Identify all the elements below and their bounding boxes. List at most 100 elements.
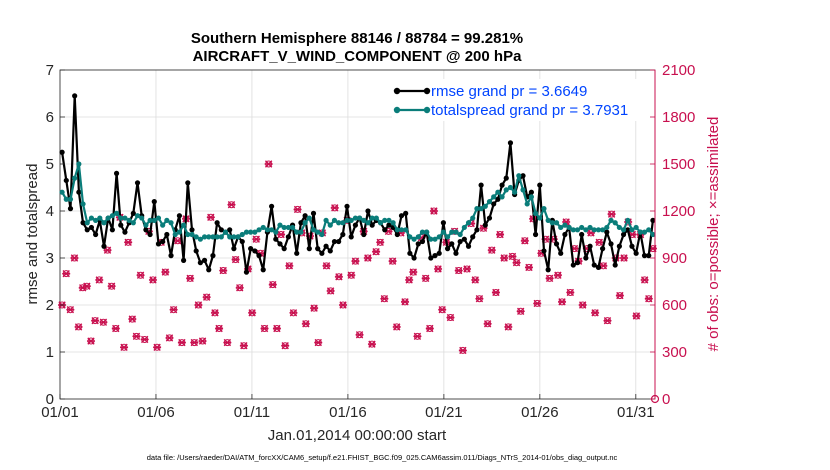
totalspread-point	[549, 220, 555, 226]
rmse-point	[532, 231, 539, 238]
totalspread-point	[424, 229, 430, 235]
rmse-point	[436, 250, 442, 256]
rmse-point	[394, 231, 400, 238]
totalspread-point	[361, 217, 367, 223]
series-layer	[58, 93, 660, 404]
rmse-point	[499, 182, 505, 188]
obs-assimilated-marker	[347, 271, 356, 279]
rmse-point	[520, 173, 526, 179]
rmse-point	[570, 262, 576, 268]
obs-assimilated-marker	[136, 271, 145, 279]
totalspread-point	[499, 194, 505, 200]
obs-assimilated-marker	[458, 346, 467, 355]
totalspread-point	[260, 224, 266, 231]
rmse-point	[440, 220, 446, 226]
x-tick-label: 01/16	[329, 404, 367, 421]
y-tick-label-right: 1500	[662, 156, 695, 173]
rmse-point	[344, 203, 350, 209]
obs-assimilated-marker	[376, 238, 385, 247]
obs-assimilated-marker	[421, 274, 430, 283]
rmse-point	[298, 220, 304, 226]
rmse-point	[415, 241, 421, 247]
totalspread-point	[520, 187, 526, 193]
rmse-point	[616, 243, 622, 249]
totalspread-point	[76, 161, 82, 167]
rmse-point	[281, 246, 287, 252]
rmse-point	[243, 269, 250, 275]
totalspread-point	[93, 217, 99, 223]
totalspread-point	[545, 217, 551, 223]
totalspread-point	[457, 231, 463, 238]
totalspread-point	[105, 215, 111, 221]
totalspread-point	[449, 229, 455, 235]
obs-assimilated-marker	[111, 324, 120, 333]
rmse-point	[604, 229, 610, 235]
totalspread-point	[436, 234, 442, 240]
totalspread-point	[327, 222, 333, 228]
obs-assimilated-marker	[372, 248, 381, 256]
rmse-point	[88, 224, 95, 231]
totalspread-point	[285, 224, 291, 231]
totalspread-point	[491, 194, 497, 200]
obs-assimilated-marker	[62, 269, 71, 278]
rmse-point	[248, 246, 254, 252]
obs-assimilated-marker	[363, 254, 372, 262]
totalspread-point	[377, 220, 384, 226]
chart-title: Southern Hemisphere 88146 / 88784 = 99.2…	[191, 30, 523, 47]
obs-assimilated-marker	[210, 309, 219, 317]
rmse-point	[181, 257, 187, 263]
totalspread-point	[277, 222, 283, 228]
totalspread-point	[340, 220, 346, 226]
totalspread-point	[503, 187, 509, 193]
totalspread-point	[507, 184, 514, 191]
x-axis-label: Jan.01,2014 00:00:00 start	[268, 427, 447, 444]
obs-assimilated-marker	[169, 306, 178, 314]
rmse-point	[503, 175, 509, 181]
y-tick-label-right: 1800	[662, 109, 695, 126]
obs-assimilated-marker	[277, 230, 286, 239]
totalspread-point	[495, 189, 501, 195]
totalspread-point	[415, 234, 421, 240]
rmse-point	[302, 213, 308, 219]
obs-assimilated-marker	[603, 316, 612, 325]
rmse-point	[646, 253, 652, 259]
rmse-point	[256, 253, 262, 259]
totalspread-point	[109, 213, 115, 219]
totalspread-point	[474, 206, 480, 212]
obs-assimilated-marker	[153, 343, 162, 351]
totalspread-point	[646, 227, 652, 233]
obs-assimilated-marker	[491, 288, 500, 297]
obs-assimilated-marker	[260, 324, 269, 333]
rmse-point	[176, 213, 183, 219]
rmse-point	[252, 248, 258, 254]
x-tick-label: 01/21	[425, 404, 463, 421]
totalspread-point	[386, 217, 392, 223]
totalspread-point	[197, 236, 203, 242]
rmse-point	[365, 208, 371, 214]
rmse-point	[641, 253, 648, 259]
obs-assimilated-marker	[99, 318, 108, 326]
rmse-point	[336, 238, 342, 245]
rmse-point	[327, 248, 333, 254]
obs-assimilated-marker	[475, 295, 484, 303]
rmse-point	[130, 210, 136, 216]
obs-assimilated-marker	[446, 313, 455, 322]
rmse-point	[185, 180, 191, 186]
obs-assimilated-marker	[202, 293, 211, 301]
obs-assimilated-marker	[194, 301, 203, 309]
totalspread-point	[331, 217, 338, 223]
obs-assimilated-marker	[607, 210, 616, 218]
totalspread-point	[440, 229, 446, 235]
rmse-point	[72, 93, 78, 99]
obs-assimilated-marker	[239, 342, 248, 350]
y-tick-label-left: 5	[46, 156, 54, 173]
rmse-point	[495, 196, 501, 202]
obs-assimilated-marker	[533, 299, 542, 308]
totalspread-point	[432, 236, 438, 242]
obs-assimilated-marker	[438, 306, 447, 314]
obs-assimilated-marker	[66, 306, 75, 314]
totalspread-point	[390, 220, 396, 226]
obs-assimilated-marker	[301, 320, 310, 328]
obs-assimilated-marker	[314, 338, 323, 347]
totalspread-point	[289, 224, 296, 231]
